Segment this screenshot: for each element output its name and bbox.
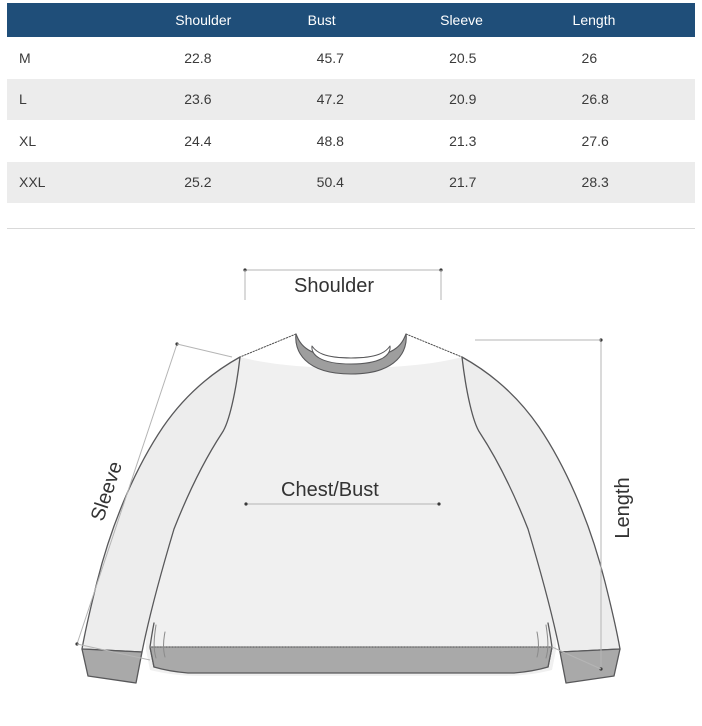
svg-text:Chest/Bust: Chest/Bust	[281, 479, 379, 501]
svg-text:Length: Length	[612, 477, 634, 538]
svg-text:Shoulder: Shoulder	[294, 275, 374, 297]
